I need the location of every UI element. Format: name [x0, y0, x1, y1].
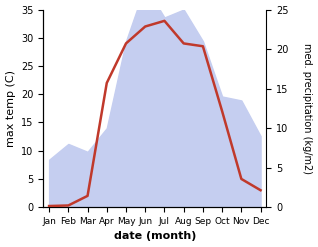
Y-axis label: max temp (C): max temp (C): [5, 70, 16, 147]
X-axis label: date (month): date (month): [114, 231, 196, 242]
Y-axis label: med. precipitation (kg/m2): med. precipitation (kg/m2): [302, 43, 313, 174]
